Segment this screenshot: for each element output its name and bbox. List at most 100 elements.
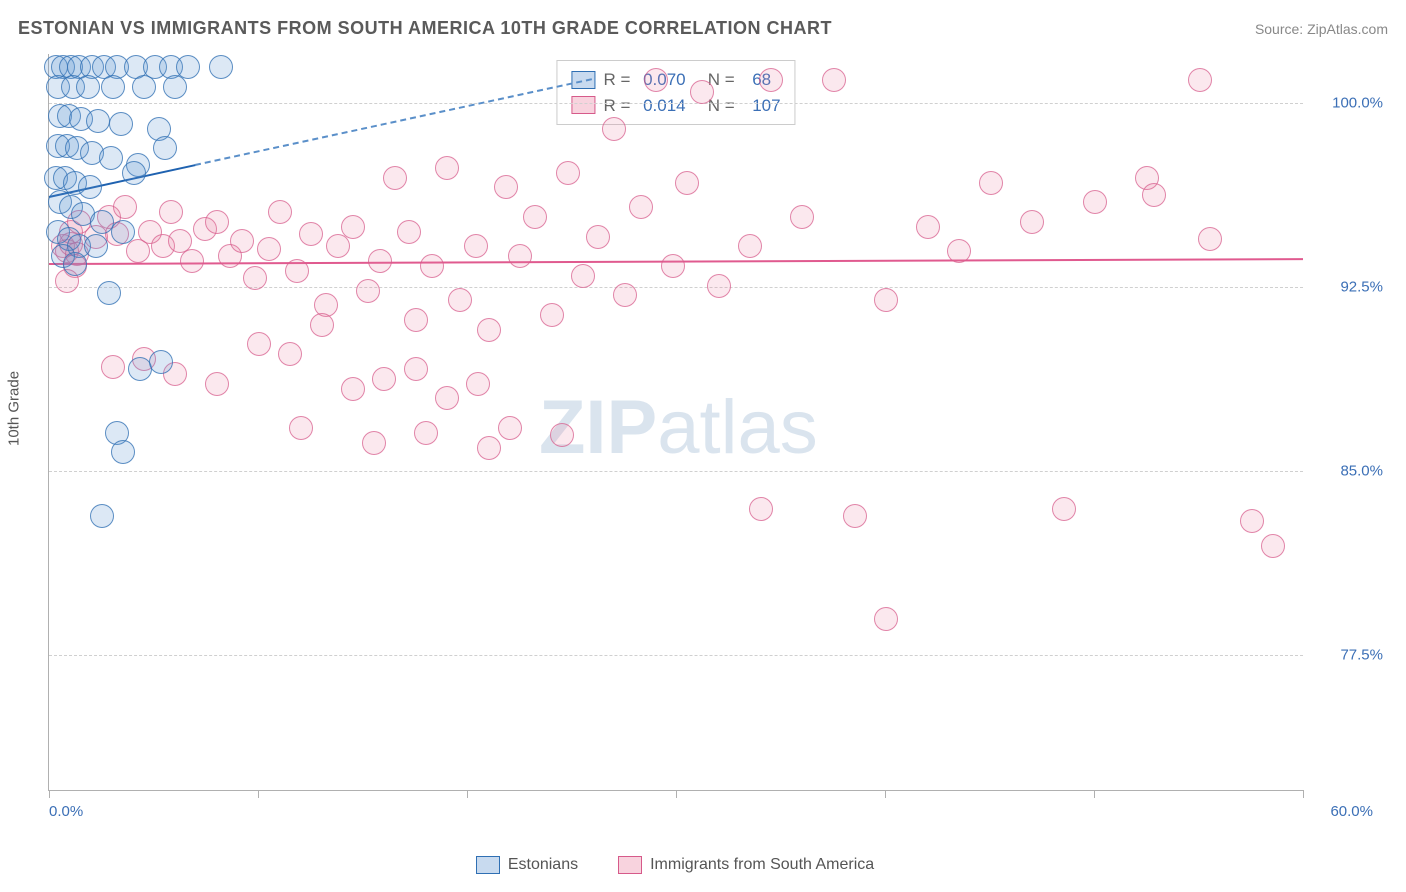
- data-point: [759, 68, 783, 92]
- data-point: [101, 355, 125, 379]
- data-point: [86, 109, 110, 133]
- data-point: [843, 504, 867, 528]
- data-point: [540, 303, 564, 327]
- data-point: [111, 440, 135, 464]
- x-tick: [467, 790, 468, 798]
- trend-line: [195, 79, 593, 167]
- x-tick: [49, 790, 50, 798]
- x-tick: [1303, 790, 1304, 798]
- plot-area: ZIPatlas R = 0.070 N = 68R = 0.014 N = 1…: [48, 54, 1303, 791]
- data-point: [230, 229, 254, 253]
- legend-n-value: 107: [752, 93, 780, 119]
- data-point: [556, 161, 580, 185]
- data-point: [356, 279, 380, 303]
- data-point: [180, 249, 204, 273]
- gridline-h: [49, 103, 1303, 104]
- data-point: [113, 195, 137, 219]
- data-point: [99, 146, 123, 170]
- data-point: [159, 200, 183, 224]
- data-point: [613, 283, 637, 307]
- data-point: [90, 504, 114, 528]
- data-point: [205, 210, 229, 234]
- data-point: [1083, 190, 1107, 214]
- data-point: [874, 607, 898, 631]
- data-point: [243, 266, 267, 290]
- data-point: [268, 200, 292, 224]
- data-point: [404, 357, 428, 381]
- data-point: [341, 215, 365, 239]
- legend-r-value: 0.014: [643, 93, 686, 119]
- data-point: [749, 497, 773, 521]
- legend-swatch: [476, 856, 500, 874]
- data-point: [420, 254, 444, 278]
- data-point: [738, 234, 762, 258]
- y-tick-label: 85.0%: [1313, 463, 1383, 480]
- data-point: [97, 281, 121, 305]
- data-point: [278, 342, 302, 366]
- legend-swatch: [618, 856, 642, 874]
- data-point: [205, 372, 229, 396]
- data-point: [397, 220, 421, 244]
- data-point: [289, 416, 313, 440]
- gridline-h: [49, 287, 1303, 288]
- data-point: [101, 75, 125, 99]
- data-point: [690, 80, 714, 104]
- data-point: [1052, 497, 1076, 521]
- data-point: [874, 288, 898, 312]
- data-point: [372, 367, 396, 391]
- data-point: [132, 75, 156, 99]
- data-point: [63, 252, 87, 276]
- x-axis-min-label: 0.0%: [49, 803, 83, 820]
- data-point: [448, 288, 472, 312]
- data-point: [644, 68, 668, 92]
- legend-r-label: R =: [603, 67, 635, 93]
- stats-legend-row: R = 0.070 N = 68: [571, 67, 780, 93]
- data-point: [477, 318, 501, 342]
- data-point: [1188, 68, 1212, 92]
- data-point: [368, 249, 392, 273]
- data-point: [494, 175, 518, 199]
- data-point: [149, 350, 173, 374]
- data-point: [404, 308, 428, 332]
- data-point: [571, 264, 595, 288]
- data-point: [310, 313, 334, 337]
- gridline-h: [49, 471, 1303, 472]
- data-point: [163, 75, 187, 99]
- data-point: [498, 416, 522, 440]
- data-point: [84, 234, 108, 258]
- watermark: ZIPatlas: [539, 384, 818, 471]
- data-point: [707, 274, 731, 298]
- y-axis-title: 10th Grade: [6, 371, 23, 446]
- chart-title: ESTONIAN VS IMMIGRANTS FROM SOUTH AMERIC…: [18, 18, 832, 39]
- data-point: [979, 171, 1003, 195]
- header: ESTONIAN VS IMMIGRANTS FROM SOUTH AMERIC…: [18, 18, 1388, 39]
- y-tick-label: 77.5%: [1313, 647, 1383, 664]
- data-point: [257, 237, 281, 261]
- data-point: [602, 117, 626, 141]
- legend-r-label: R =: [603, 93, 635, 119]
- legend-swatch: [571, 96, 595, 114]
- series-legend-label: Estonians: [508, 856, 578, 874]
- data-point: [508, 244, 532, 268]
- source-attribution: Source: ZipAtlas.com: [1255, 21, 1388, 37]
- data-point: [916, 215, 940, 239]
- data-point: [122, 161, 146, 185]
- data-point: [326, 234, 350, 258]
- data-point: [629, 195, 653, 219]
- series-legend: EstoniansImmigrants from South America: [48, 856, 1302, 874]
- stats-legend-row: R = 0.014 N = 107: [571, 93, 780, 119]
- y-tick-label: 92.5%: [1313, 279, 1383, 296]
- y-tick-label: 100.0%: [1313, 95, 1383, 112]
- series-legend-item: Estonians: [476, 856, 578, 874]
- stats-legend: R = 0.070 N = 68R = 0.014 N = 107: [556, 60, 795, 125]
- data-point: [464, 234, 488, 258]
- data-point: [1142, 183, 1166, 207]
- x-tick: [258, 790, 259, 798]
- data-point: [341, 377, 365, 401]
- data-point: [790, 205, 814, 229]
- data-point: [285, 259, 309, 283]
- data-point: [109, 112, 133, 136]
- data-point: [466, 372, 490, 396]
- data-point: [1261, 534, 1285, 558]
- data-point: [675, 171, 699, 195]
